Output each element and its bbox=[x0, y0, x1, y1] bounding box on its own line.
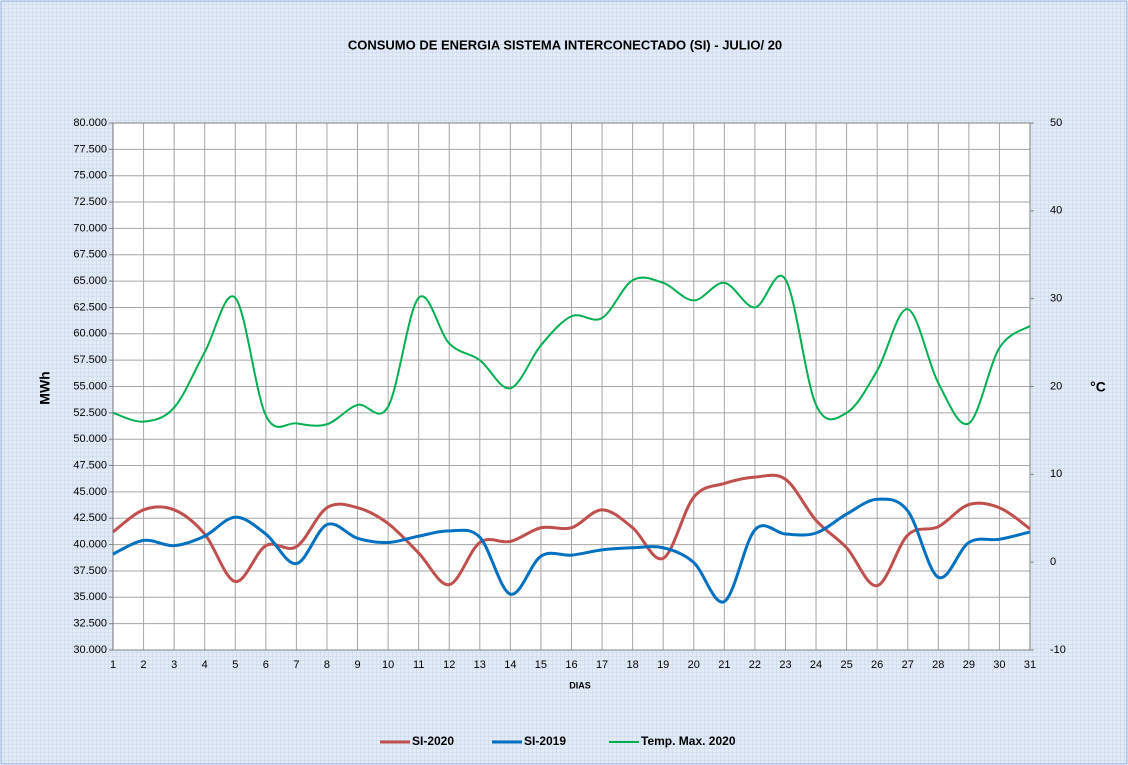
x-tick-label: 2 bbox=[141, 659, 147, 671]
y-tick-label: 37.500 bbox=[73, 565, 107, 577]
legend-label: SI-2020 bbox=[412, 734, 454, 748]
x-tick-label: 21 bbox=[718, 659, 730, 671]
y-tick-label: 80.000 bbox=[73, 117, 107, 129]
x-tick-label: 15 bbox=[535, 659, 547, 671]
y2-tick-label: 20 bbox=[1050, 380, 1062, 392]
x-tick-label: 18 bbox=[627, 659, 639, 671]
y-tick-label: 77.500 bbox=[73, 143, 107, 155]
x-tick-label: 16 bbox=[565, 659, 577, 671]
y-tick-label: 32.500 bbox=[73, 618, 107, 630]
x-tick-label: 30 bbox=[993, 659, 1005, 671]
y2-tick-label: 0 bbox=[1050, 556, 1056, 568]
y2-tick-label: 30 bbox=[1050, 293, 1062, 305]
x-tick-label: 7 bbox=[293, 659, 299, 671]
x-tick-label: 8 bbox=[324, 659, 330, 671]
y-tick-label: 50.000 bbox=[73, 433, 107, 445]
x-tick-label: 23 bbox=[779, 659, 791, 671]
x-tick-label: 10 bbox=[382, 659, 394, 671]
y2-axis-label: °C bbox=[1090, 379, 1106, 395]
y-tick-label: 40.000 bbox=[73, 539, 107, 551]
x-tick-label: 28 bbox=[932, 659, 944, 671]
x-tick-label: 9 bbox=[354, 659, 360, 671]
x-tick-label: 12 bbox=[443, 659, 455, 671]
x-tick-label: 26 bbox=[871, 659, 883, 671]
y-tick-label: 72.500 bbox=[73, 196, 107, 208]
x-tick-label: 6 bbox=[263, 659, 269, 671]
chart-title: CONSUMO DE ENERGIA SISTEMA INTERCONECTAD… bbox=[348, 37, 782, 52]
series-line bbox=[112, 275, 1031, 428]
y-tick-label: 60.000 bbox=[73, 328, 107, 340]
x-tick-label: 1 bbox=[110, 659, 116, 671]
plot-border bbox=[112, 122, 1031, 651]
series-line bbox=[112, 473, 1031, 588]
y2-tick-label: -10 bbox=[1050, 644, 1066, 656]
x-axis-label: DIAS bbox=[569, 680, 591, 690]
x-tick-label: 25 bbox=[840, 659, 852, 671]
y-tick-label: 67.500 bbox=[73, 249, 107, 261]
y-tick-label: 52.500 bbox=[73, 407, 107, 419]
y2-tick-label: 50 bbox=[1050, 117, 1062, 129]
y-tick-label: 57.500 bbox=[73, 354, 107, 366]
x-tick-label: 11 bbox=[413, 659, 424, 671]
x-tick-label: 17 bbox=[596, 659, 608, 671]
y-tick-label: 65.000 bbox=[73, 275, 107, 287]
x-tick-label: 19 bbox=[657, 659, 669, 671]
x-tick-label: 14 bbox=[504, 659, 516, 671]
series-line bbox=[112, 497, 1031, 604]
x-tick-label: 13 bbox=[474, 659, 486, 671]
y2-tick-label: 10 bbox=[1050, 468, 1062, 480]
x-tick-label: 27 bbox=[902, 659, 914, 671]
y-tick-label: 45.000 bbox=[73, 486, 107, 498]
legend-label: Temp. Max. 2020 bbox=[641, 734, 736, 748]
y-tick-label: 55.000 bbox=[73, 380, 107, 392]
legend-label: SI-2019 bbox=[524, 734, 566, 748]
x-tick-label: 29 bbox=[963, 659, 975, 671]
y-tick-label: 35.000 bbox=[73, 591, 107, 603]
x-tick-label: 24 bbox=[810, 659, 822, 671]
x-tick-label: 3 bbox=[171, 659, 177, 671]
x-tick-label: 4 bbox=[202, 659, 208, 671]
x-tick-label: 20 bbox=[688, 659, 700, 671]
y-tick-label: 62.500 bbox=[73, 301, 107, 313]
y-tick-label: 42.500 bbox=[73, 512, 107, 524]
x-tick-label: 5 bbox=[232, 659, 238, 671]
y-tick-label: 70.000 bbox=[73, 222, 107, 234]
y-tick-label: 47.500 bbox=[73, 459, 107, 471]
y-tick-label: 75.000 bbox=[73, 170, 107, 182]
x-tick-label: 22 bbox=[749, 659, 761, 671]
y2-tick-label: 40 bbox=[1050, 205, 1062, 217]
y-tick-label: 30.000 bbox=[73, 644, 107, 656]
y-axis-label: MWh bbox=[37, 371, 53, 404]
x-tick-label: 31 bbox=[1024, 659, 1036, 671]
